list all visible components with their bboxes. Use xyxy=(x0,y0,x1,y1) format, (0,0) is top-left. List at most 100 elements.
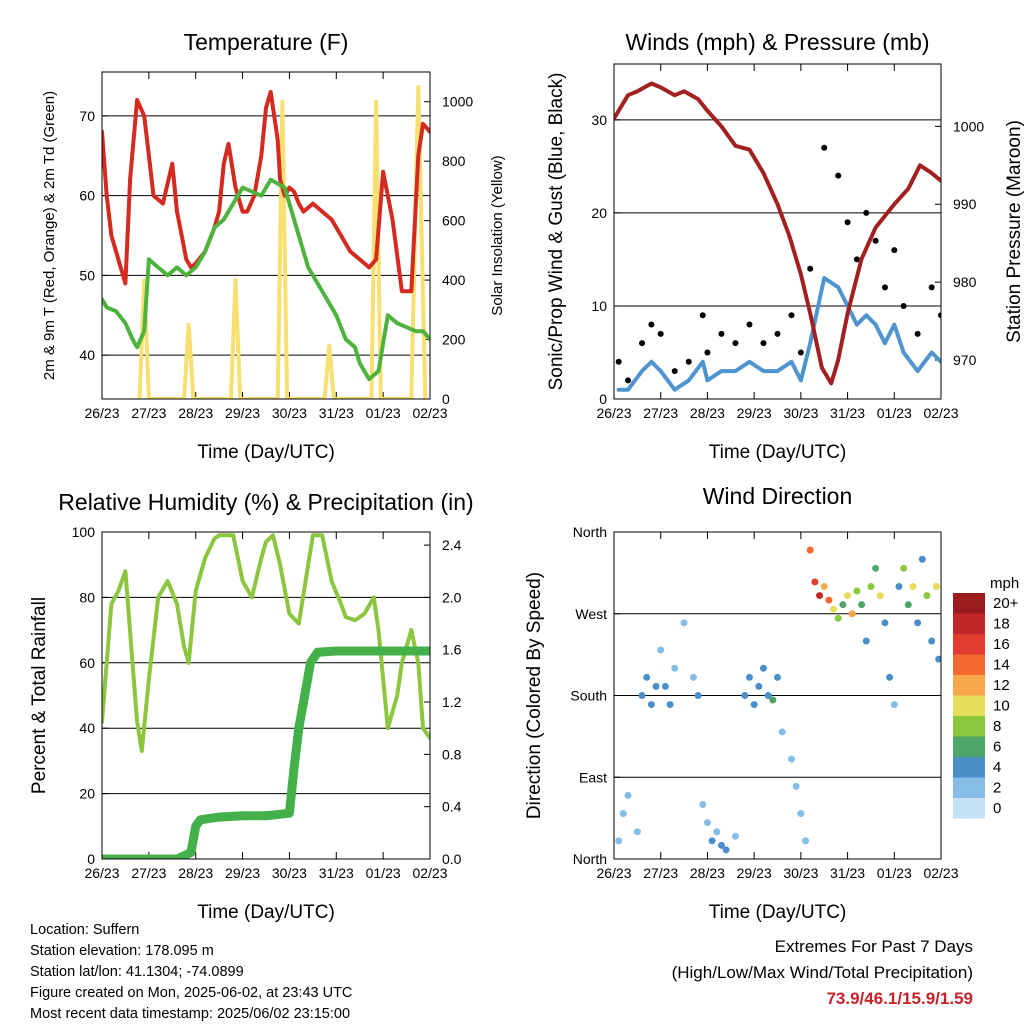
y-tick-label: 80 xyxy=(79,589,95,605)
y-right-tick-label: 970 xyxy=(953,352,977,368)
y-right-tick-label: 1.6 xyxy=(442,642,462,658)
plot-frame xyxy=(613,63,942,400)
direction-point xyxy=(717,841,725,849)
direction-point xyxy=(774,673,781,681)
colorbar-swatch xyxy=(953,634,985,655)
direction-point xyxy=(764,692,772,699)
series-line-1 xyxy=(102,646,430,859)
x-tick-label: 26/23 xyxy=(596,865,631,881)
direction-point xyxy=(825,596,833,604)
y-right-tick-label: 0 xyxy=(442,391,450,407)
direction-point xyxy=(661,682,669,690)
direction-point xyxy=(633,828,641,836)
chart-title: Winds (mph) & Pressure (mb) xyxy=(625,29,929,55)
extremes-subtitle: (High/Low/Max Wind/Total Precipitation) xyxy=(671,963,973,982)
direction-point xyxy=(830,605,838,613)
station-latlon: Station lat/lon: 41.1304; -74.0899 xyxy=(30,964,244,980)
direction-point xyxy=(839,601,847,609)
x-tick-label: 29/23 xyxy=(225,405,260,421)
series-line-2 xyxy=(614,81,941,386)
y-tick-label: South xyxy=(570,688,607,704)
direction-point xyxy=(722,846,730,854)
data-point-0 xyxy=(657,330,664,337)
x-tick-label: 28/23 xyxy=(178,865,213,881)
data-layer xyxy=(102,84,430,399)
data-point-0 xyxy=(788,312,795,319)
data-point-0 xyxy=(914,330,921,337)
station-elevation: Station elevation: 178.095 m xyxy=(30,943,214,959)
plot-frame xyxy=(101,531,431,860)
chart-panel-3: Relative Humidity (%) & Precipitation (i… xyxy=(29,489,474,923)
direction-point xyxy=(745,673,753,681)
y-right-tick-label: 0.8 xyxy=(442,746,462,762)
data-point-0 xyxy=(844,219,851,226)
data-point-0 xyxy=(648,321,655,328)
direction-point xyxy=(816,592,824,600)
y-axis-label-right: Station Pressure (Maroon) xyxy=(1004,120,1024,343)
chart-title: Wind Direction xyxy=(703,483,853,509)
direction-point xyxy=(671,664,679,672)
x-tick-label: 27/23 xyxy=(643,865,678,881)
x-tick-label: 01/23 xyxy=(877,405,912,421)
x-tick-label: 02/23 xyxy=(412,405,447,421)
direction-point xyxy=(928,637,936,645)
colorbar-swatch xyxy=(953,798,985,819)
extremes-values: 73.9/46.1/15.9/1.59 xyxy=(826,989,973,1008)
x-tick-label: 31/23 xyxy=(319,865,354,881)
colorbar-label-16: 16 xyxy=(993,636,1010,653)
colorbar-swatch xyxy=(953,675,985,696)
x-tick-label: 30/23 xyxy=(783,865,818,881)
x-axis-label: Time (Day/UTC) xyxy=(197,902,335,923)
direction-point xyxy=(689,673,697,681)
data-point-0 xyxy=(615,358,622,365)
x-tick-label: 31/23 xyxy=(830,405,865,421)
data-layer xyxy=(102,533,430,859)
x-tick-label: 31/23 xyxy=(319,405,354,421)
direction-point xyxy=(615,837,623,845)
y-right-tick-label: 0.4 xyxy=(442,799,462,815)
figure-created: Figure created on Mon, 2025-06-02, at 23… xyxy=(30,985,353,1001)
data-point-0 xyxy=(891,247,898,254)
colorbar-swatch xyxy=(953,613,985,634)
x-tick-label: 29/23 xyxy=(737,405,772,421)
direction-point xyxy=(811,578,819,586)
direction-point xyxy=(862,637,870,645)
direction-point xyxy=(778,728,786,736)
direction-point xyxy=(881,619,889,627)
colorbar-label-2: 2 xyxy=(993,780,1001,797)
x-tick-label: 27/23 xyxy=(643,405,678,421)
y-axis-label-right: Solar Insolation (Yellow) xyxy=(489,155,506,315)
x-tick-label: 30/23 xyxy=(783,405,818,421)
x-axis-label: Time (Day/UTC) xyxy=(197,442,335,463)
data-point-0 xyxy=(807,265,814,272)
direction-point xyxy=(797,810,805,818)
data-point-0 xyxy=(900,302,907,309)
y-axis-label-left: 2m & 9m T (Red, Orange) & 2m Td (Green) xyxy=(41,91,58,380)
data-point-0 xyxy=(797,349,804,356)
y-right-tick-label: 1000 xyxy=(442,94,473,110)
plot-frame xyxy=(613,531,942,860)
direction-point xyxy=(895,583,903,590)
data-point-0 xyxy=(774,330,781,337)
series-line-0 xyxy=(102,89,430,294)
y-right-tick-label: 2.0 xyxy=(442,589,462,605)
data-point-0 xyxy=(821,144,828,151)
data-point-0 xyxy=(928,284,935,291)
data-point-0 xyxy=(699,312,706,319)
data-point-0 xyxy=(718,330,725,337)
colorbar-label-10: 10 xyxy=(993,698,1010,715)
x-tick-label: 02/23 xyxy=(412,865,447,881)
y-tick-label: North xyxy=(573,851,607,867)
direction-point xyxy=(853,587,861,595)
y-right-tick-label: 400 xyxy=(442,272,466,288)
direction-point xyxy=(935,655,941,663)
data-layer xyxy=(615,546,941,854)
direction-point xyxy=(624,791,632,799)
colorbar-label-12: 12 xyxy=(993,677,1010,694)
x-tick-label: 27/23 xyxy=(131,865,166,881)
direction-point xyxy=(759,664,767,672)
y-right-tick-label: 990 xyxy=(953,196,977,212)
y-tick-label: 40 xyxy=(79,720,95,736)
colorbar-swatch xyxy=(953,593,985,614)
x-tick-label: 02/23 xyxy=(923,405,958,421)
